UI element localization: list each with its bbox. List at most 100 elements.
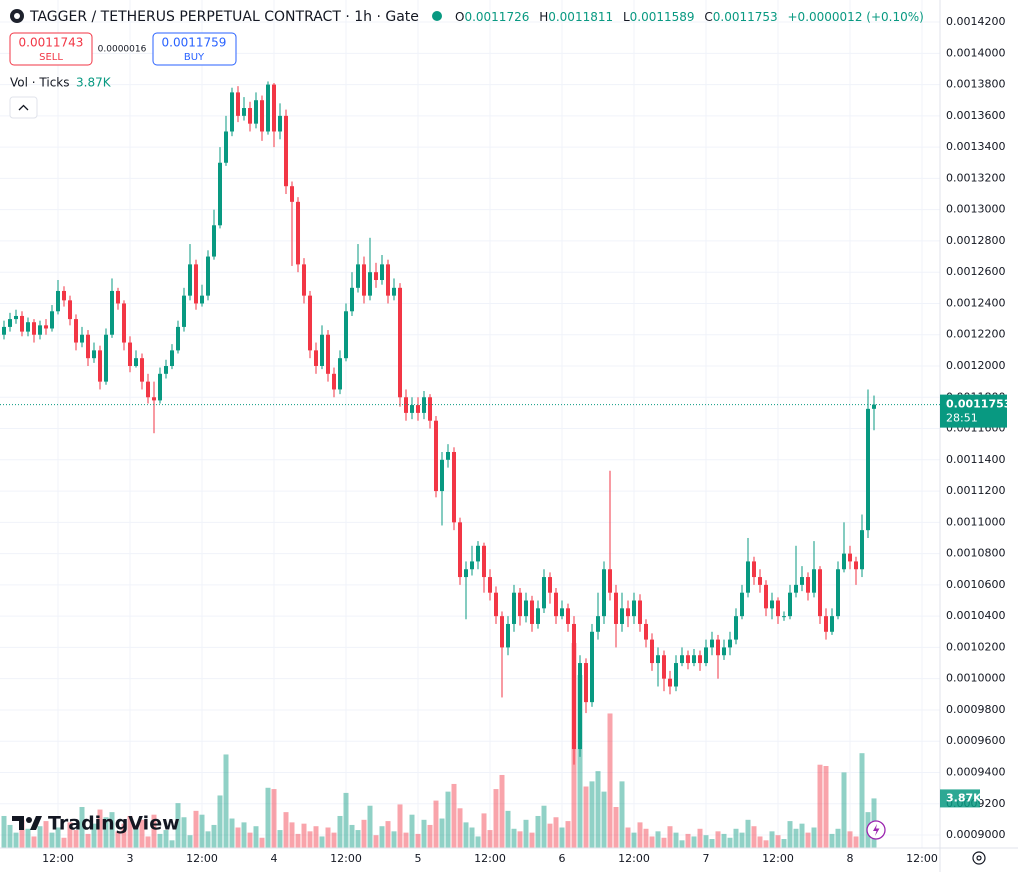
- candle-body: [818, 569, 823, 617]
- volume-bar: [469, 827, 475, 848]
- volume-bar: [247, 832, 253, 848]
- candle-body: [548, 577, 553, 593]
- candle-body: [404, 397, 409, 413]
- volume-bar: [859, 753, 865, 848]
- volume-bar: [613, 807, 619, 848]
- y-tick-label: 0.0013800: [946, 78, 1006, 91]
- x-tick-label: 12:00: [330, 852, 362, 865]
- y-tick-label: 0.0014200: [946, 15, 1006, 28]
- volume-bar: [73, 830, 79, 848]
- volume-bar: [397, 804, 403, 848]
- collapse-button[interactable]: [9, 96, 38, 119]
- volume-bar: [607, 713, 613, 848]
- volume-bar: [277, 830, 283, 848]
- candle-body: [764, 584, 769, 609]
- candle-body: [680, 655, 685, 664]
- candle-body: [800, 577, 805, 585]
- volume-bar: [151, 814, 157, 848]
- candle-body: [452, 451, 457, 523]
- volume-bar: [109, 812, 115, 848]
- o-key: O: [455, 10, 464, 24]
- y-tick-label: 0.0011200: [946, 484, 1006, 497]
- candle-body: [278, 115, 283, 132]
- volume-bar: [679, 840, 685, 848]
- candle-body: [566, 608, 571, 624]
- volume-bar: [403, 832, 409, 848]
- candle-body: [392, 287, 397, 296]
- candle-body: [512, 592, 517, 624]
- volume-bar: [511, 828, 517, 848]
- sell-button[interactable]: [9, 32, 93, 66]
- candle-body: [626, 608, 631, 617]
- volume-bar: [745, 819, 751, 848]
- candle-body: [788, 592, 793, 617]
- candle-body: [116, 290, 121, 304]
- candle-body: [122, 303, 127, 343]
- volume-bar: [25, 828, 31, 848]
- volume-bar: [781, 839, 787, 848]
- volume-bar: [19, 819, 25, 848]
- volume-bar: [121, 823, 127, 848]
- candle-body: [458, 522, 463, 578]
- volume-bar: [835, 828, 841, 848]
- x-tick-label: 12:00: [906, 852, 938, 865]
- candle-body: [710, 639, 715, 648]
- candle-body: [806, 577, 811, 593]
- candle-body: [242, 108, 247, 116]
- candle-body: [740, 592, 745, 617]
- candle-body: [320, 334, 325, 366]
- volume-bar: [463, 822, 469, 848]
- volume-bar: [217, 795, 223, 848]
- candle-body: [542, 577, 547, 609]
- y-tick-label: 0.0013200: [946, 171, 1006, 184]
- volume-bar: [307, 831, 313, 848]
- volume-bar: [559, 827, 565, 848]
- y-tick-label: 0.0010600: [946, 578, 1006, 591]
- volume-bar: [739, 832, 745, 848]
- volume-bar: [709, 839, 715, 848]
- settings-icon[interactable]: [972, 851, 986, 865]
- sell-label: SELL: [39, 52, 63, 63]
- candle-body: [146, 381, 151, 398]
- candle-body: [326, 334, 331, 374]
- x-tick-label: 12:00: [618, 852, 650, 865]
- brand-mark2: [30, 816, 42, 830]
- candle-body: [32, 322, 37, 335]
- x-tick-label: 6: [559, 852, 566, 865]
- candle-body: [230, 92, 235, 132]
- candle-body: [830, 616, 835, 632]
- volume-bar: [193, 810, 199, 848]
- candle-body: [188, 264, 193, 296]
- x-tick-label: 3: [127, 852, 134, 865]
- volume-bar: [385, 821, 391, 848]
- volume-bar: [43, 821, 49, 848]
- volume-bar: [481, 813, 487, 848]
- candle-body: [314, 350, 319, 366]
- y-tick-label: 0.0013600: [946, 109, 1006, 122]
- volume-bar: [529, 832, 535, 848]
- candle-body: [656, 655, 661, 664]
- candle-body: [782, 616, 787, 618]
- volume-bar: [433, 800, 439, 848]
- candle-body: [386, 264, 391, 296]
- volume-bar: [313, 826, 319, 848]
- symbol-title[interactable]: TAGGER / TETHERUS PERPETUAL CONTRACT · 1…: [29, 9, 419, 25]
- candle-body: [266, 84, 271, 132]
- sell-price: 0.0011743: [19, 36, 84, 50]
- volume-bar: [823, 766, 829, 848]
- brand-name: TradingView: [48, 813, 180, 835]
- buy-button[interactable]: [152, 32, 237, 66]
- candle-body: [98, 350, 103, 382]
- volume-bar: [625, 827, 631, 848]
- volume-bar: [583, 786, 589, 848]
- volume-bar: [655, 831, 661, 848]
- candle-body: [848, 553, 853, 562]
- candle-body: [668, 678, 673, 687]
- y-tick-label: 0.0009800: [946, 703, 1006, 716]
- x-tick-label: 5: [415, 852, 422, 865]
- candle-body: [212, 225, 217, 257]
- volume-bar: [817, 764, 823, 848]
- volume-bar: [85, 833, 91, 848]
- candle-body: [506, 623, 511, 648]
